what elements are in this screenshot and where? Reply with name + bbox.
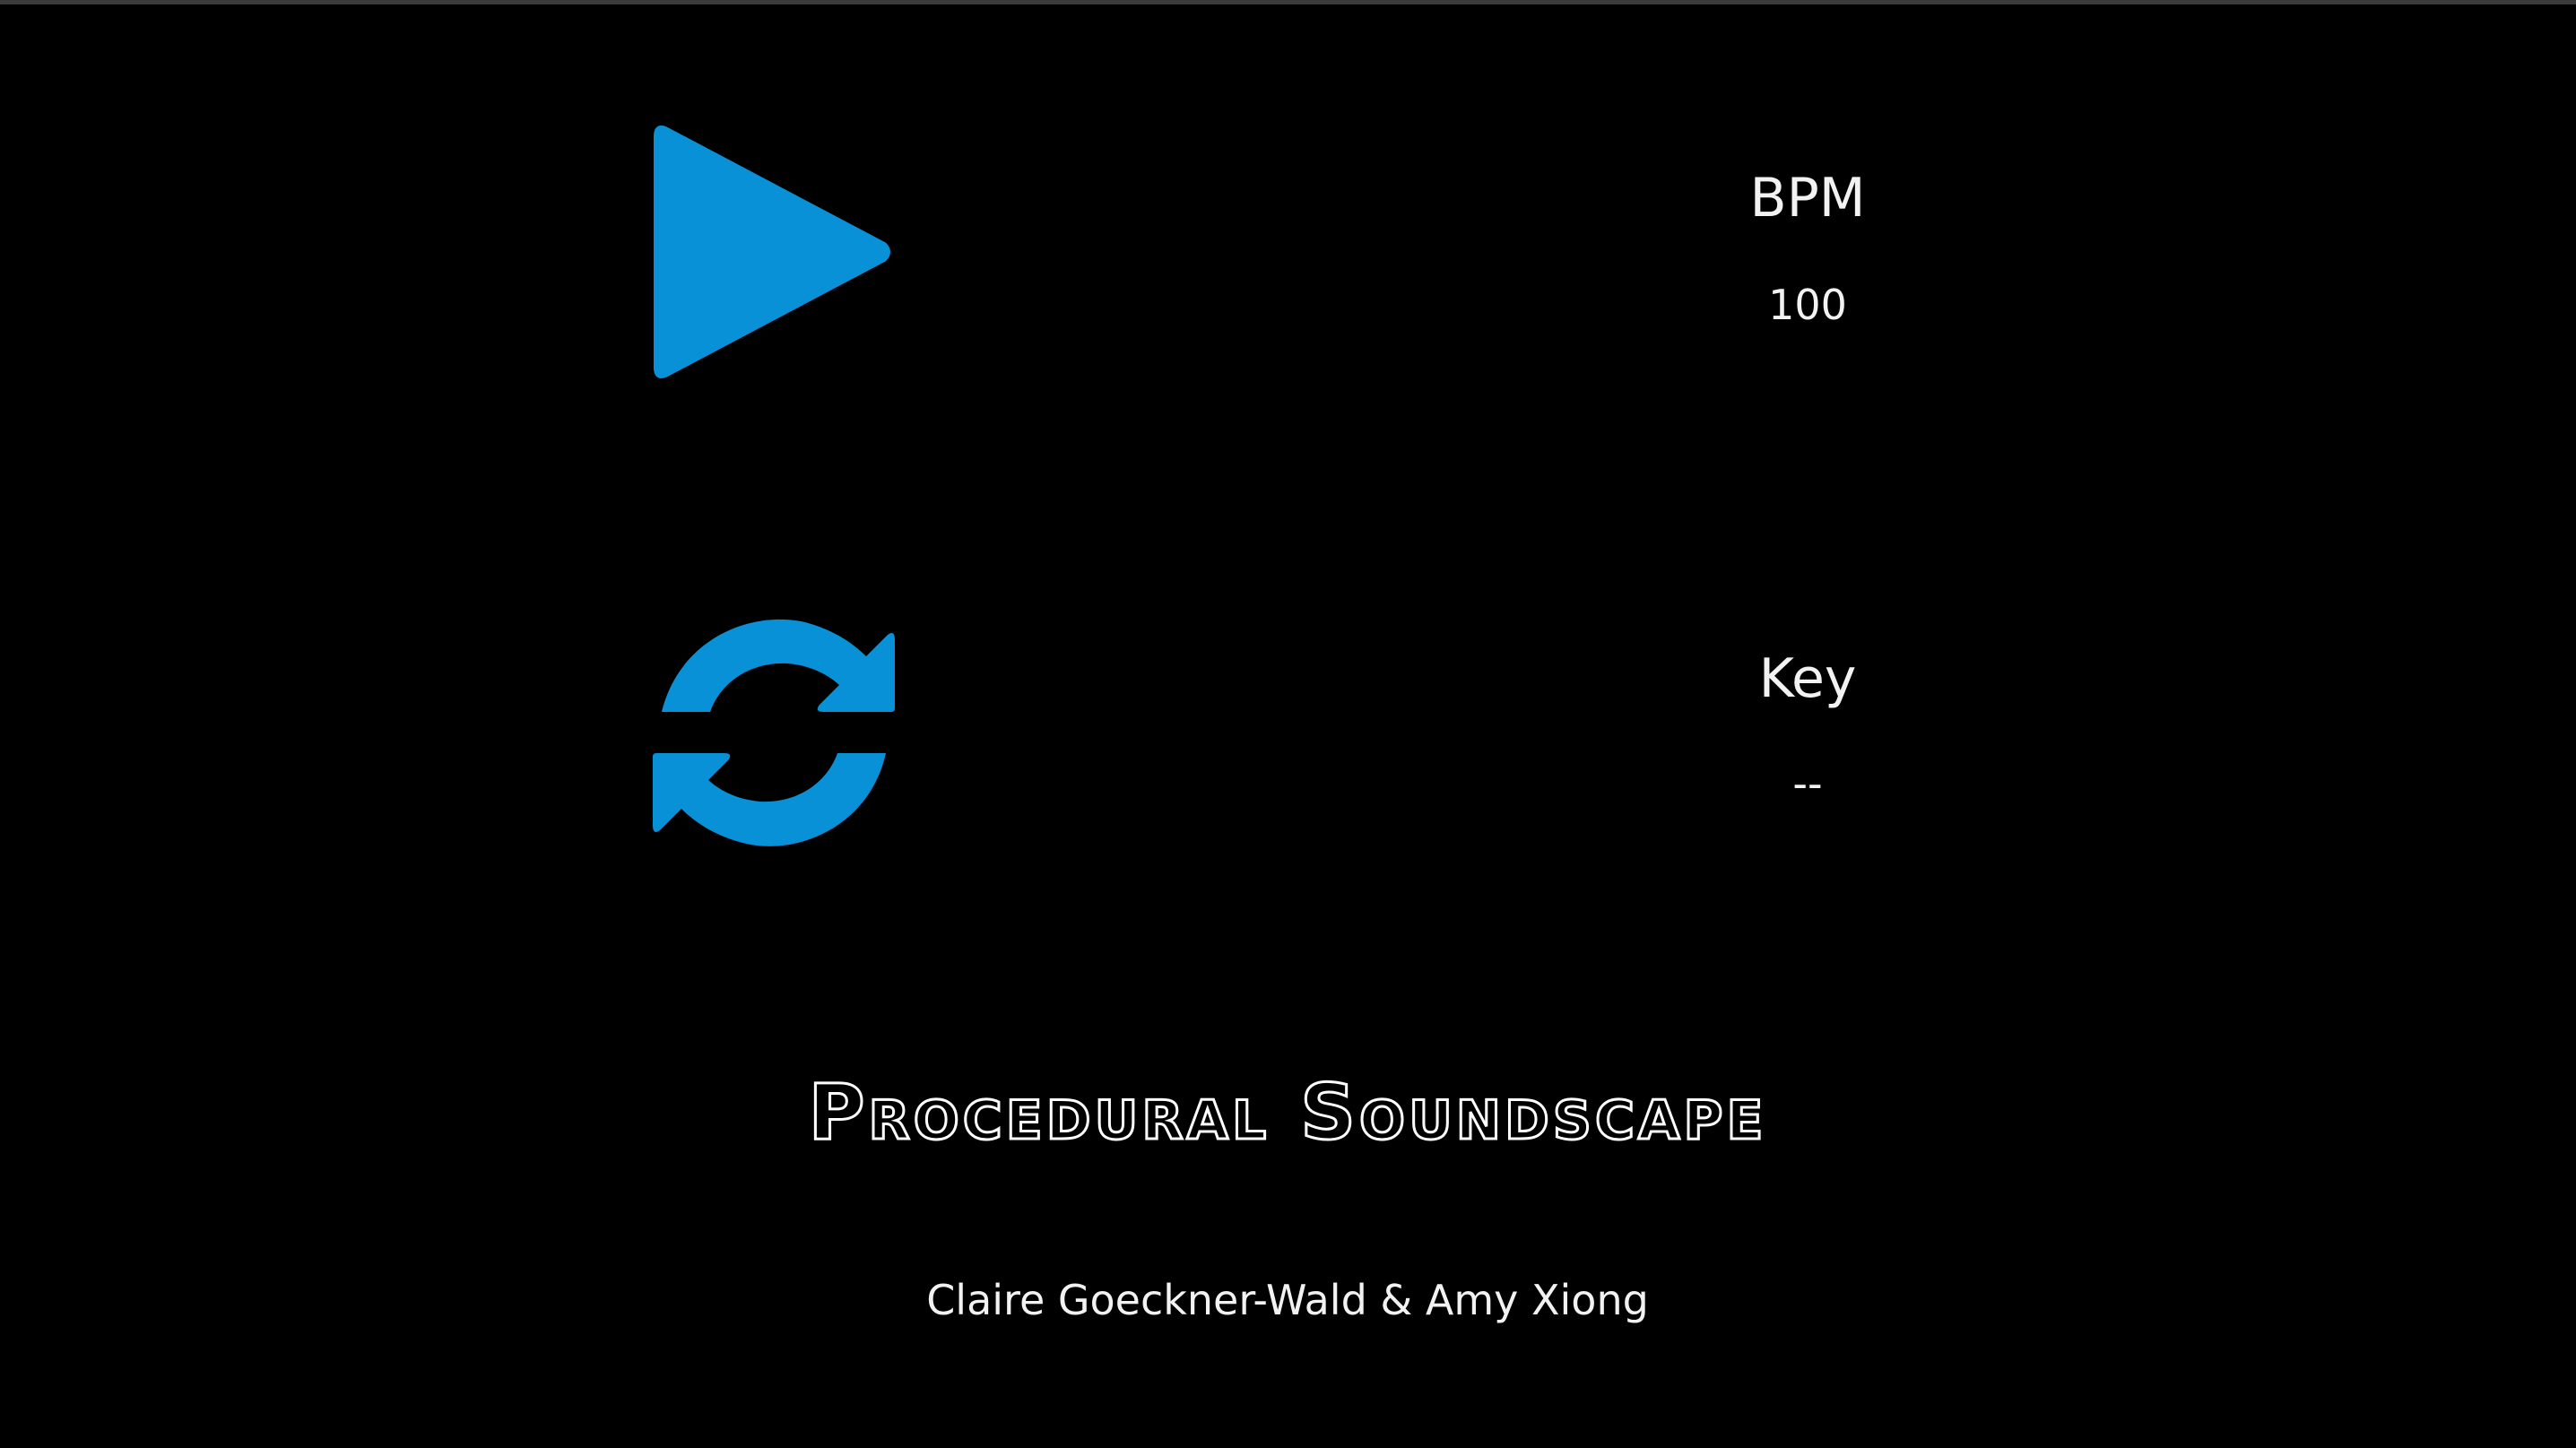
refresh-icon: [653, 619, 895, 846]
bpm-value: 100: [1768, 281, 1847, 329]
window-top-border: [0, 0, 2576, 4]
play-icon: [654, 126, 890, 378]
bpm-label: BPM: [1749, 167, 1866, 230]
play-button[interactable]: [653, 122, 895, 382]
regenerate-button[interactable]: [644, 603, 904, 863]
key-label: Key: [1758, 647, 1857, 710]
key-value: --: [1792, 759, 1823, 808]
credits: Claire Goeckner-Wald & Amy Xiong: [926, 1276, 1649, 1324]
app-title: Procedural Soundscape: [807, 1067, 1767, 1159]
